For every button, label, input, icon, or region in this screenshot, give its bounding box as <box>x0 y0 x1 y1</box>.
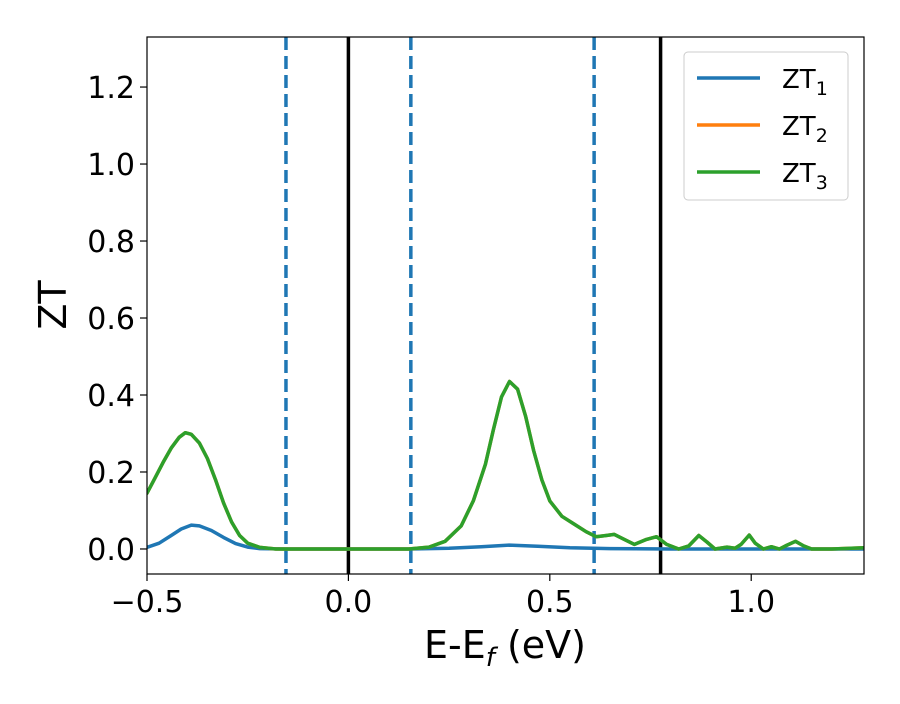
legend-label-zt3: ZT3 <box>782 159 828 194</box>
y-tick-label: 0.2 <box>87 456 135 491</box>
y-tick-label: 0.6 <box>87 302 135 337</box>
reference-lines <box>284 37 663 574</box>
legend: ZT1 ZT2 ZT3 <box>683 51 849 201</box>
y-tick-label: 1.0 <box>87 148 135 183</box>
y-tick-label: 0.0 <box>87 533 135 568</box>
y-tick-label: 0.4 <box>87 379 135 414</box>
legend-label-zt2: ZT2 <box>782 112 828 147</box>
legend-box <box>683 51 849 201</box>
y-axis-ticks: 0.0 0.2 0.4 0.6 0.8 1.0 1.2 <box>87 71 147 568</box>
x-axis-label-unit: (eV) <box>495 623 586 667</box>
y-tick-label: 1.2 <box>87 71 135 106</box>
legend-label-zt1: ZT1 <box>782 65 828 100</box>
x-axis-ticks: −0.5 0.0 0.5 1.0 <box>111 574 775 620</box>
x-tick-label: 0.0 <box>325 585 373 620</box>
y-axis-label: ZT <box>31 280 75 330</box>
x-tick-label: 1.0 <box>727 585 775 620</box>
plot-frame <box>146 36 865 575</box>
series-line-zt3 <box>147 379 864 551</box>
x-axis-label: E-Ef (eV) <box>424 623 586 673</box>
x-tick-label: 0.5 <box>526 585 574 620</box>
y-tick-label: 0.8 <box>87 225 135 260</box>
series-lines <box>147 379 864 551</box>
x-tick-label: −0.5 <box>111 585 184 620</box>
